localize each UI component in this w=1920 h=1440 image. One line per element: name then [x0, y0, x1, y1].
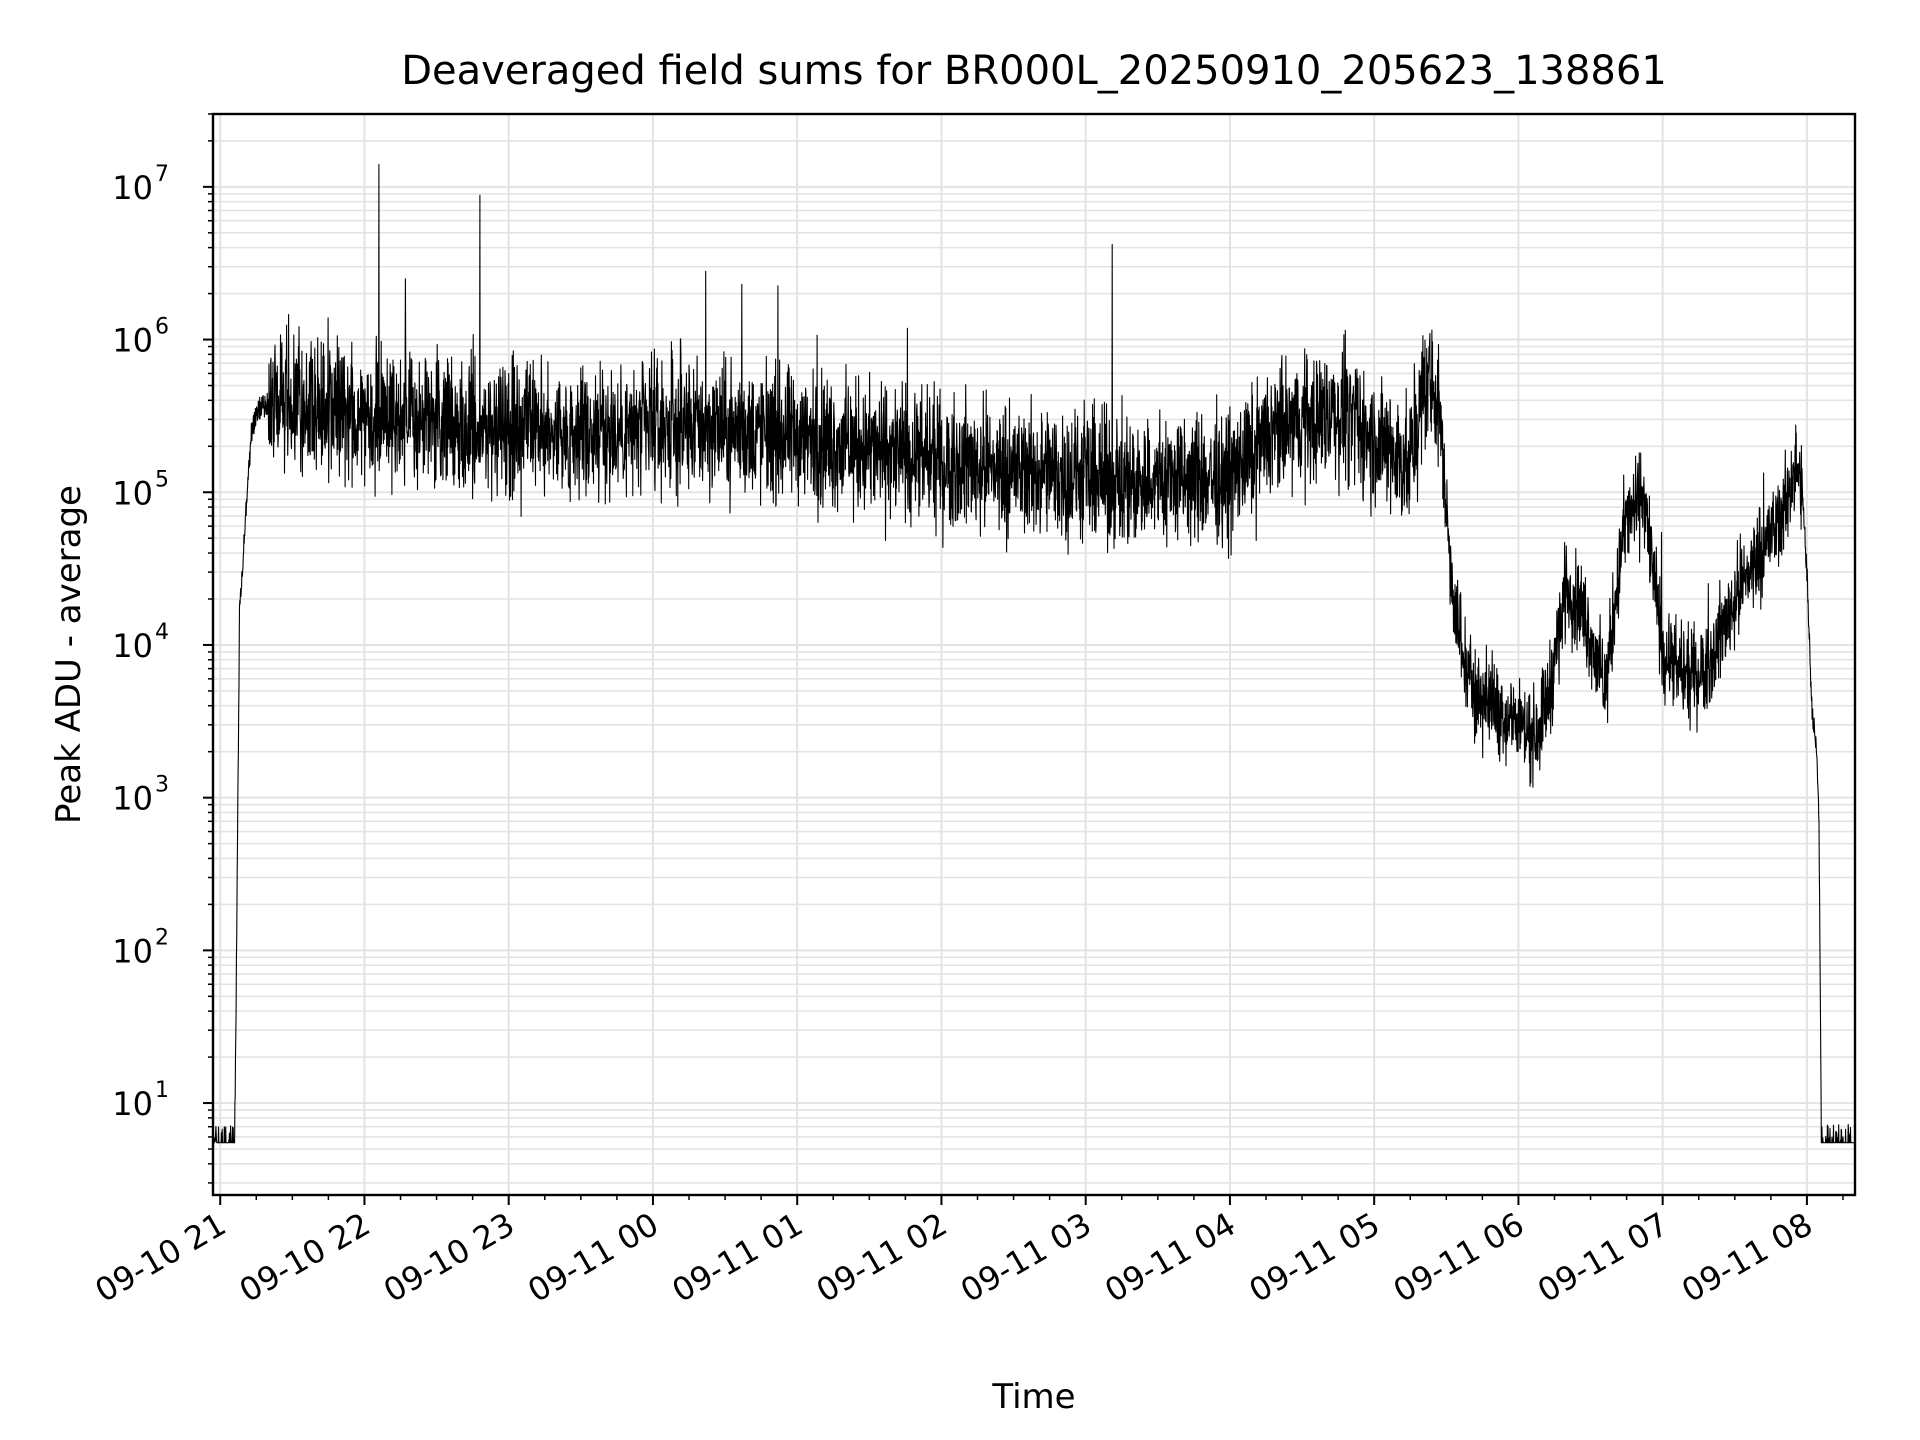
series-layer — [212, 163, 1856, 1144]
y-tick-label-base: 10 — [112, 474, 153, 512]
y-axis-label: Peak ADU - average — [49, 485, 89, 824]
y-tick-label: 10 — [112, 627, 153, 665]
y-tick-label: 10 — [112, 322, 153, 360]
y-tick-label-base: 10 — [112, 322, 153, 360]
chart-title: Deaveraged field sums for BR000L_2025091… — [401, 48, 1667, 94]
y-tick-label-base: 10 — [112, 780, 153, 818]
y-tick-label-base: 10 — [112, 1085, 153, 1123]
y-tick-label: 10 — [112, 780, 153, 818]
y-tick-label: 10 — [112, 169, 153, 207]
x-axis-label: Time — [991, 1377, 1075, 1417]
plot-frame — [211, 112, 1857, 1197]
y-tick-label-exponent: 5 — [155, 467, 169, 492]
y-tick-label-exponent: 4 — [155, 620, 169, 645]
y-tick-label: 10 — [112, 1085, 153, 1123]
y-tick-label: 10 — [112, 932, 153, 970]
y-tick-label-base: 10 — [112, 627, 153, 665]
y-tick-label-base: 10 — [112, 169, 153, 207]
y-tick-label-base: 10 — [112, 932, 153, 970]
y-tick-label: 10 — [112, 474, 153, 512]
y-tick-label-exponent: 2 — [155, 925, 169, 950]
y-tick-label-exponent: 6 — [155, 315, 169, 340]
series-line — [212, 163, 1856, 1144]
y-tick-label-exponent: 1 — [155, 1078, 169, 1103]
y-tick-label-exponent: 7 — [155, 162, 169, 187]
y-tick-label-exponent: 3 — [155, 773, 169, 798]
